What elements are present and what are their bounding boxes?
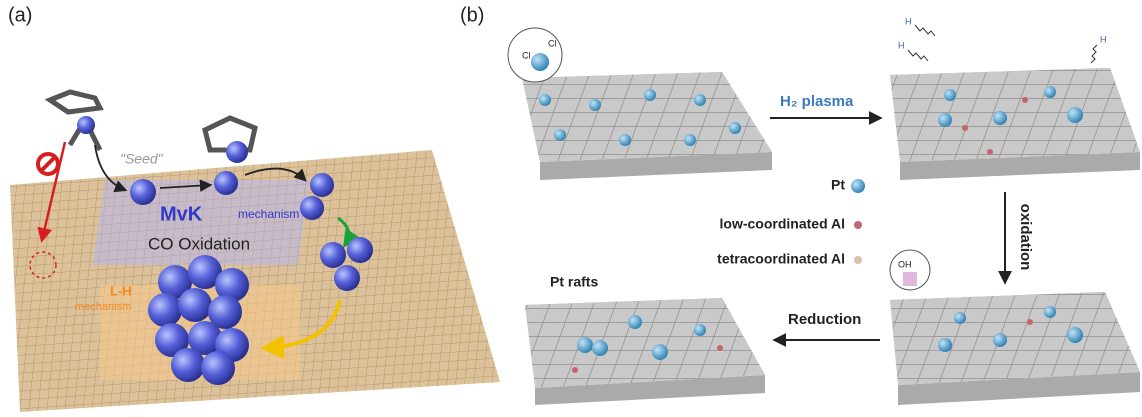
legend: Pt low-coordinated Al tetracoordinated A… <box>717 177 865 267</box>
cl-label: Cl <box>548 38 557 48</box>
panel-label: (b) <box>460 4 484 26</box>
reduction-label: Reduction <box>788 311 861 328</box>
atom <box>226 141 248 163</box>
oh-label: OH <box>898 259 912 269</box>
h2-plasma: H₂ plasma <box>780 93 854 110</box>
co-oxidation: CO Oxidation <box>148 234 250 253</box>
h-label: H <box>898 40 905 50</box>
panel-a: (a) "Seed" MvK mechanism CO Oxidation L-… <box>8 4 500 412</box>
mvk-label: MvK <box>160 203 203 225</box>
legend-label: tetracoordinated Al <box>717 251 845 267</box>
pt-rafts-label: Pt rafts <box>550 274 598 290</box>
mvk-mechanism: mechanism <box>238 207 299 221</box>
figure: (a) "Seed" MvK mechanism CO Oxidation L-… <box>0 0 1142 417</box>
panel-b: (b) Cl Cl OH H H H H₂ plasma oxidation R… <box>460 4 1140 405</box>
h-label: H <box>905 16 912 26</box>
legend-label: Pt <box>831 177 845 193</box>
h-label: H <box>1100 34 1107 44</box>
legend-label: low-coordinated Al <box>720 216 845 232</box>
lh-mechanism: mechanism <box>75 301 131 313</box>
seed-label: "Seed" <box>120 151 164 167</box>
oxidation-label: oxidation <box>1017 204 1034 271</box>
panel-label: (a) <box>8 4 32 26</box>
lh-label: L-H <box>110 283 132 298</box>
atom <box>77 116 95 134</box>
cl-label: Cl <box>522 50 531 60</box>
